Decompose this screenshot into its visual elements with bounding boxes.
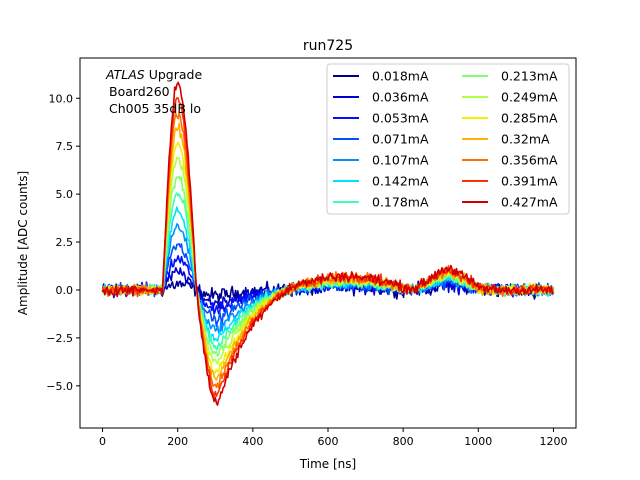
legend-label: 0.071mA <box>372 132 429 147</box>
x-tick-label: 800 <box>393 435 414 448</box>
legend-label: 0.053mA <box>372 111 429 126</box>
legend-label: 0.427mA <box>501 195 558 210</box>
annotation-line-1: ATLAS Upgrade <box>105 67 202 82</box>
x-tick-label: 1200 <box>539 435 567 448</box>
x-tick-label: 600 <box>318 435 339 448</box>
annotation-atlas: ATLAS <box>105 67 145 82</box>
legend-label: 0.178mA <box>372 195 429 210</box>
chart-title: run725 <box>303 38 353 54</box>
legend-label: 0.32mA <box>501 132 550 147</box>
y-tick-label: 7.5 <box>56 140 74 153</box>
legend-label: 0.249mA <box>501 90 558 105</box>
x-tick-label: 0 <box>99 435 106 448</box>
series-layer <box>101 81 555 406</box>
legend-label: 0.213mA <box>501 69 558 84</box>
legend-label: 0.391mA <box>501 174 558 189</box>
legend-label: 0.036mA <box>372 90 429 105</box>
annotation-line-2: Board260 <box>109 84 170 99</box>
legend-label: 0.018mA <box>372 69 429 84</box>
legend-label: 0.107mA <box>372 153 429 168</box>
y-tick-label: 0.0 <box>56 284 74 297</box>
annotation-upgrade: Upgrade <box>145 67 203 82</box>
legend-label: 0.285mA <box>501 111 558 126</box>
y-tick-label: 10.0 <box>49 92 74 105</box>
y-tick-label: 2.5 <box>56 236 74 249</box>
x-tick-label: 1000 <box>464 435 492 448</box>
y-tick-label: −5.0 <box>46 380 73 393</box>
x-tick-label: 400 <box>242 435 263 448</box>
y-tick-label: −2.5 <box>46 332 73 345</box>
series-line-0.427mA <box>101 81 555 406</box>
x-tick-label: 200 <box>167 435 188 448</box>
x-axis-label: Time [ns] <box>299 457 356 471</box>
legend-label: 0.356mA <box>501 153 558 168</box>
y-axis-ticks: −5.0 −2.5 0.0 2.5 5.0 7.5 10.0 <box>46 92 80 393</box>
x-axis-ticks: 0 200 400 600 800 1000 1200 <box>99 428 567 448</box>
y-tick-label: 5.0 <box>56 188 74 201</box>
y-axis-label: Amplitude [ADC counts] <box>16 171 30 315</box>
annotation: ATLAS Upgrade Board260 Ch005 35dB lo <box>105 67 202 116</box>
annotation-line-3: Ch005 35dB lo <box>109 101 201 116</box>
legend-label: 0.142mA <box>372 174 429 189</box>
legend-box <box>326 63 570 215</box>
legend: 0.018mA 0.036mA 0.053mA 0.071mA 0.107mA 0.142… <box>326 63 570 215</box>
